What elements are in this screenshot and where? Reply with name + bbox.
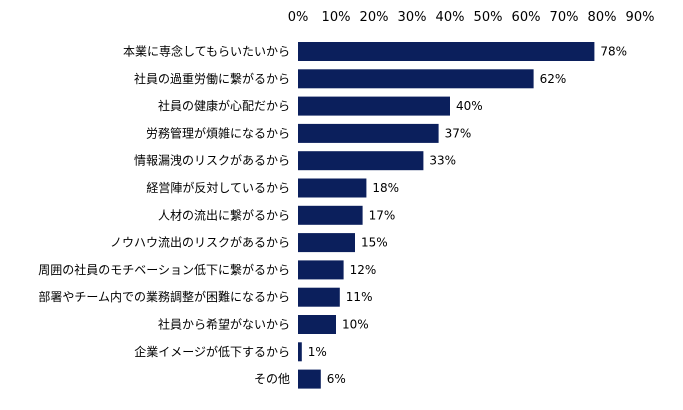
bar — [298, 342, 302, 362]
data-label: 37% — [445, 126, 472, 140]
x-tick-label: 80% — [588, 10, 617, 25]
data-label: 78% — [600, 45, 627, 59]
x-axis-ticks: 0% 10% 20% 30% 40% 50% 60% 70% 80% 90% — [288, 10, 655, 25]
bars — [298, 42, 595, 389]
x-tick-label: 10% — [322, 10, 351, 25]
data-label: 33% — [429, 154, 456, 168]
category-label: 社員の過重労働に繋がるから — [134, 71, 290, 86]
data-label: 6% — [327, 372, 346, 386]
data-label: 18% — [372, 181, 399, 195]
category-label: その他 — [254, 372, 290, 386]
x-tick-label: 50% — [474, 10, 503, 25]
data-label: 12% — [350, 263, 377, 277]
category-label: 社員から希望がないから — [158, 317, 290, 332]
category-label: 部署やチーム内での業務調整が困難になるから — [38, 289, 290, 304]
bar — [298, 123, 439, 143]
bar — [298, 260, 344, 280]
x-tick-label: 40% — [436, 10, 465, 25]
data-label: 11% — [346, 290, 373, 304]
data-label: 1% — [308, 345, 327, 359]
bar — [298, 287, 340, 307]
bar — [298, 151, 424, 171]
x-tick-label: 0% — [288, 10, 309, 25]
x-tick-label: 90% — [626, 10, 655, 25]
category-label: 本業に専念してもらいたいから — [123, 44, 290, 59]
bar — [298, 69, 534, 89]
bar — [298, 96, 450, 116]
category-label: 周囲の社員のモチベーション低下に繋がるから — [38, 262, 290, 277]
data-label: 40% — [456, 99, 483, 113]
value-labels: 78% 62% 40% 37% 33% 18% 17% 15% 12% 11% 10% 1%6% — [308, 45, 627, 387]
bar — [298, 42, 595, 61]
bar — [298, 178, 367, 198]
category-label: 社員の健康が心配だから — [158, 98, 290, 113]
data-label: 62% — [540, 72, 567, 86]
category-label: 企業イメージが低下するから — [134, 344, 290, 359]
category-label: ノウハウ流出のリスクがあるから — [110, 235, 290, 250]
x-tick-label: 60% — [512, 10, 541, 25]
data-label: 15% — [361, 236, 388, 250]
category-label: 労務管理が煩雑になるから — [146, 125, 290, 140]
data-label: 10% — [342, 318, 369, 332]
bar — [298, 369, 321, 389]
x-tick-label: 20% — [360, 10, 389, 25]
x-tick-label: 30% — [398, 10, 427, 25]
category-label: 人材の流出に繋がるから — [158, 207, 290, 222]
data-label: 17% — [369, 208, 396, 222]
x-tick-label: 70% — [550, 10, 579, 25]
category-label: 経営陣が反対しているから — [146, 180, 290, 195]
bar — [298, 233, 355, 253]
category-label: 情報漏洩のリスクがあるから — [134, 153, 290, 168]
bar — [298, 315, 336, 334]
category-labels: 本業に専念してもらいたいから社員の過重労働に繋がるから社員の健康が心配だから労務… — [38, 44, 290, 387]
bar — [298, 205, 363, 225]
